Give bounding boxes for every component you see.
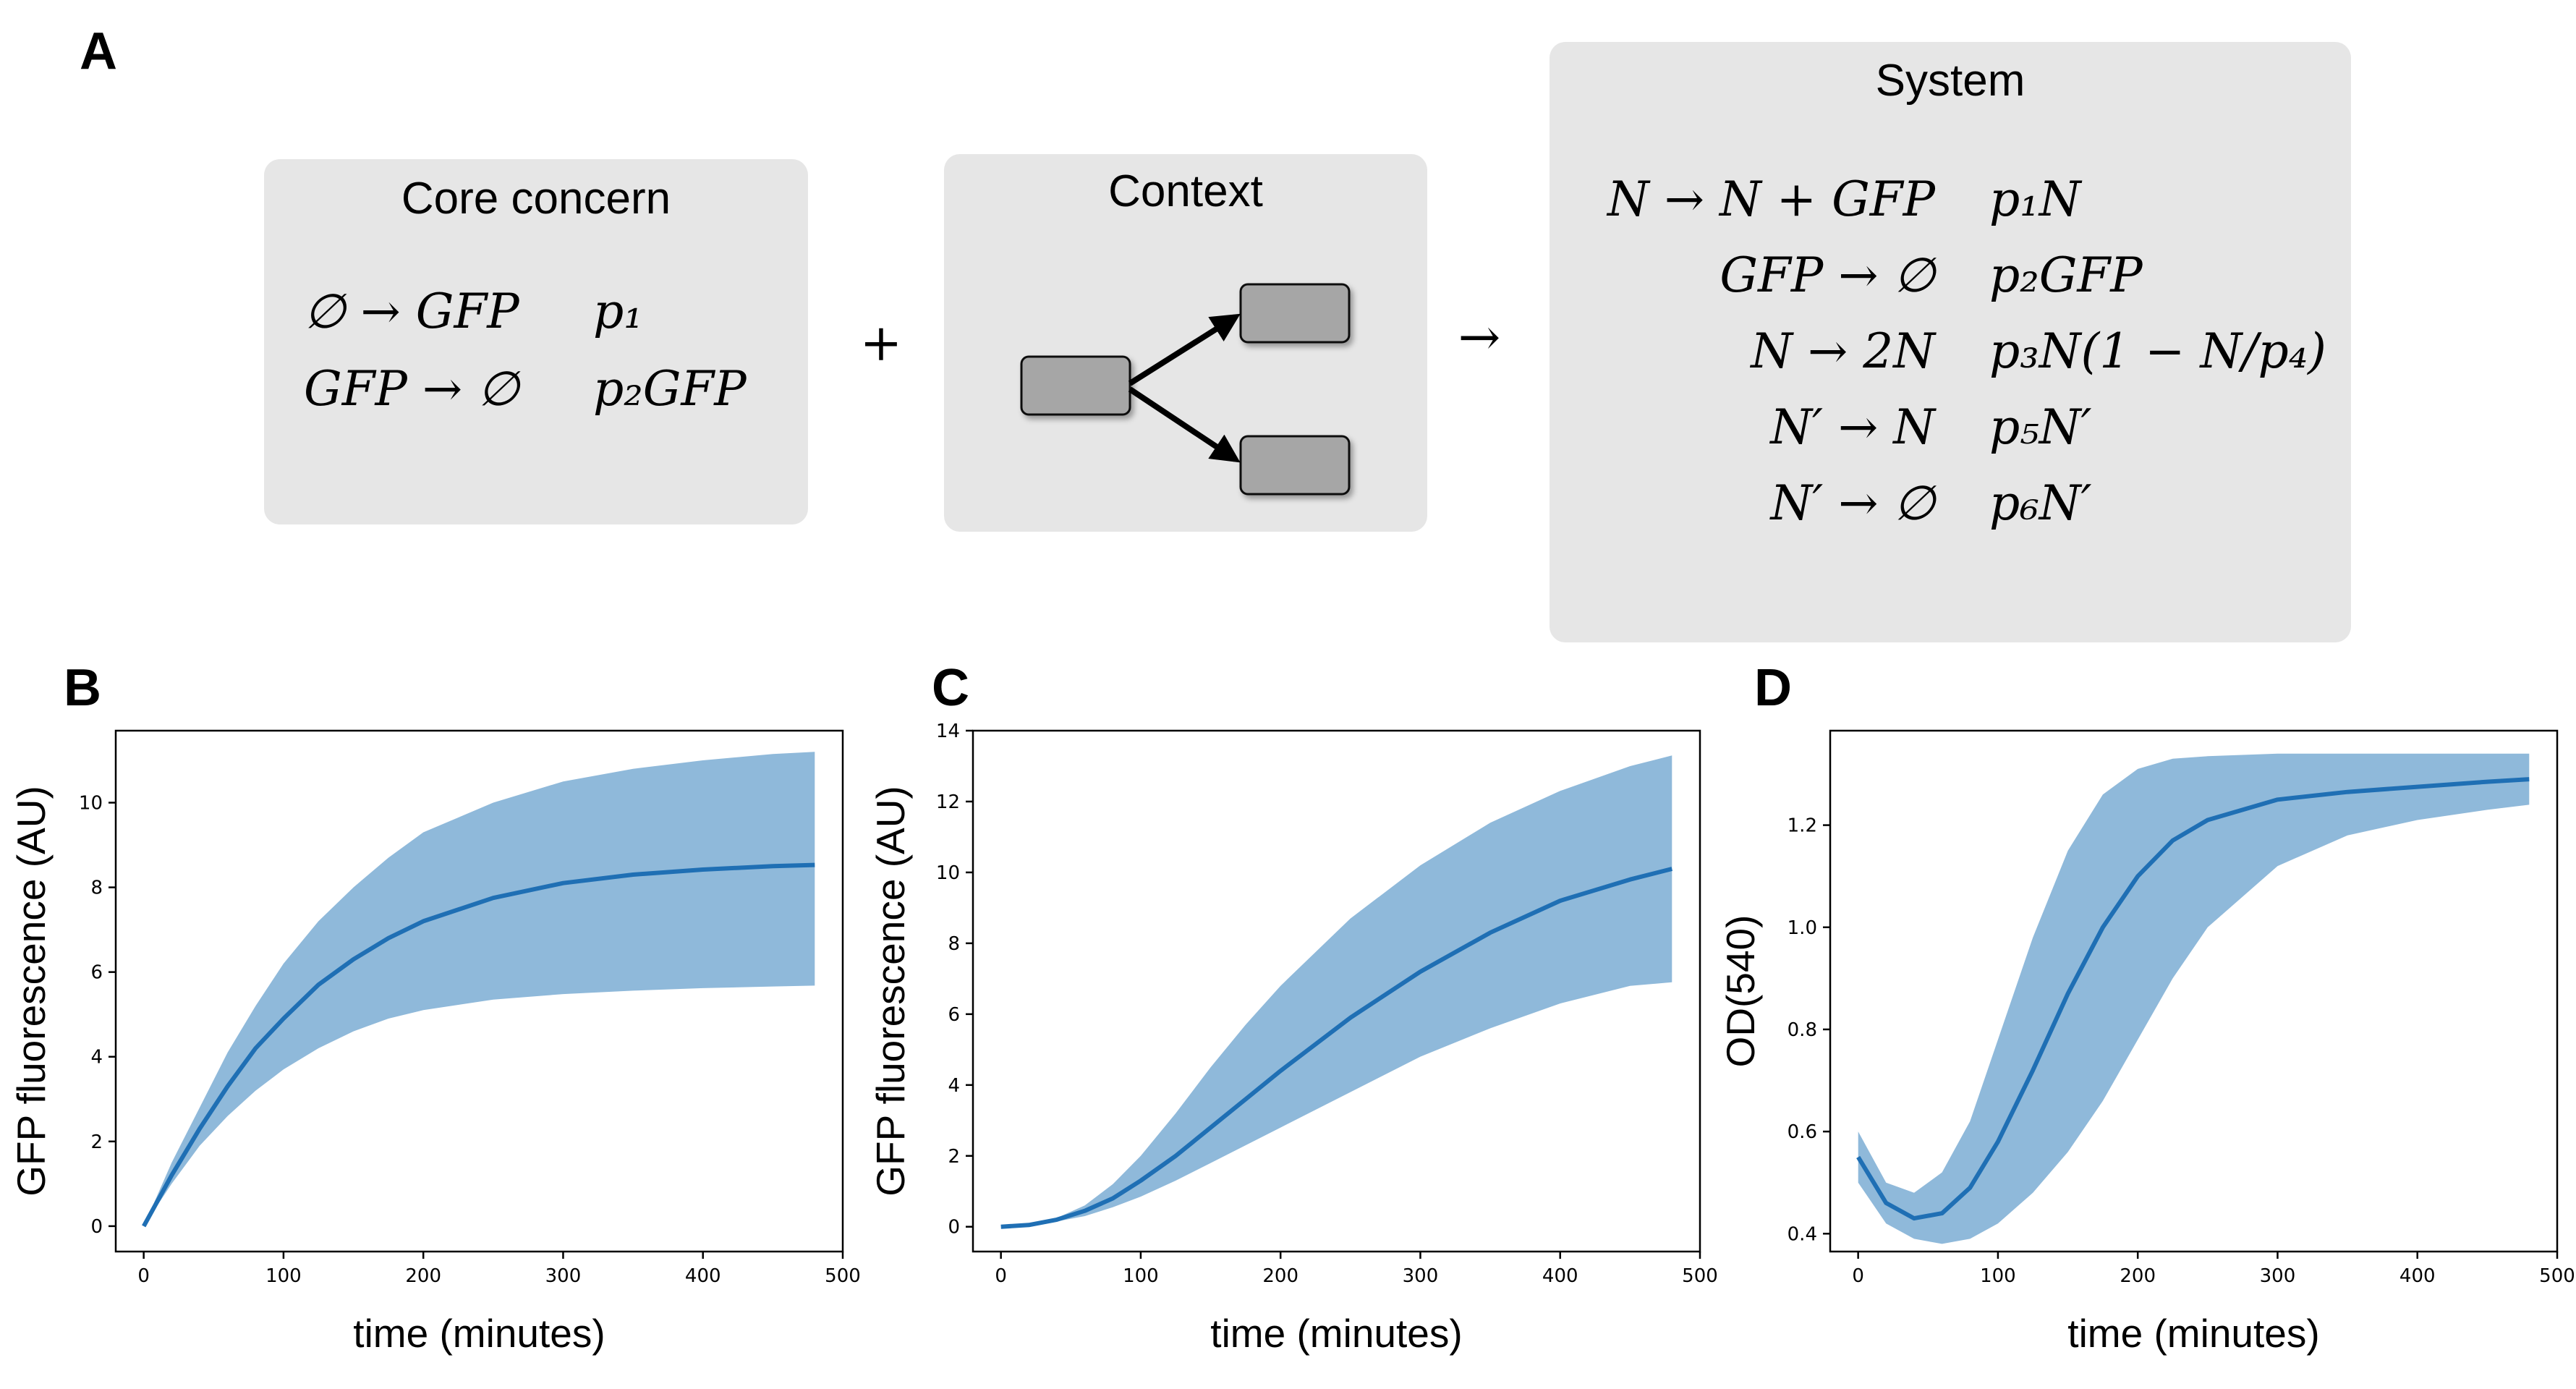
core-rate-2: p₂GFP — [593, 361, 747, 417]
context-arrow-up — [1128, 313, 1241, 386]
y-tick-label-c: 6 — [948, 1004, 960, 1026]
y-tick-label-c: 4 — [948, 1075, 960, 1097]
x-axis-label-c: time (minutes) — [1210, 1311, 1462, 1356]
x-tick-label-c: 300 — [1403, 1265, 1439, 1287]
band-b — [143, 752, 815, 1226]
plot-frame-d — [1829, 729, 2559, 1253]
panel-letter-a: A — [80, 22, 117, 80]
y-tick-label-b: 0 — [90, 1216, 103, 1238]
x-tick-label-b: 400 — [685, 1265, 721, 1287]
system-box: System N → N + GFP p₁N GFP → ∅ p₂GFP N →… — [1550, 42, 2351, 642]
context-arrow-down — [1128, 386, 1241, 463]
system-rate-1: p₁N — [1989, 171, 2083, 227]
core-reaction-2: GFP → ∅ — [304, 361, 521, 417]
y-tick-label-d: 0.6 — [1788, 1121, 1817, 1143]
y-axis-label-c: GFP fluorescence (AU) — [868, 786, 913, 1197]
x-tick-label-d: 0 — [1852, 1265, 1864, 1287]
core-concern-box: Core concern ∅ → GFP p₁ GFP → ∅ p₂GFP — [264, 159, 808, 524]
y-tick-label-c: 2 — [948, 1146, 960, 1168]
system-rate-4: p₅N′ — [1989, 399, 2091, 455]
panel-letter-b: B — [64, 659, 101, 717]
mean-line-d — [1856, 777, 2530, 1221]
y-tick-label-b: 6 — [90, 962, 103, 984]
x-tick-label-c: 0 — [995, 1265, 1007, 1287]
x-tick-label-d: 500 — [2539, 1265, 2575, 1287]
system-reaction-1: N → N + GFP — [1606, 171, 1937, 227]
y-tick-label-b: 2 — [90, 1131, 103, 1153]
panel-letter-c: C — [932, 659, 969, 717]
x-tick-label-b: 200 — [405, 1265, 441, 1287]
system-title: System — [1876, 56, 2025, 106]
y-tick-label-b: 10 — [79, 793, 103, 815]
context-target-node-bottom — [1239, 435, 1351, 496]
x-tick-label-d: 300 — [2260, 1265, 2296, 1287]
x-tick-label-b: 100 — [265, 1265, 302, 1287]
mean-line-b — [142, 862, 815, 1228]
system-reaction-3: N → 2N — [1749, 323, 1937, 379]
y-tick-label-c: 8 — [948, 933, 960, 955]
core-reaction-1: ∅ → GFP — [304, 284, 520, 339]
system-rate-3: p₃N(1 − N/p₄) — [1989, 323, 2326, 379]
x-tick-label-d: 400 — [2399, 1265, 2436, 1287]
x-tick-label-c: 500 — [1682, 1265, 1718, 1287]
panel-letter-d: D — [1754, 659, 1792, 717]
arrow-operator: → — [1458, 307, 1501, 367]
band-d — [1858, 753, 2530, 1244]
y-tick-label-d: 0.4 — [1788, 1223, 1817, 1245]
y-tick-label-c: 10 — [936, 862, 960, 884]
context-target-node-top — [1239, 283, 1351, 344]
y-tick-label-c: 14 — [936, 721, 960, 742]
system-rate-5: p₆N′ — [1989, 475, 2091, 531]
context-source-node — [1020, 355, 1131, 416]
y-tick-label-d: 1.2 — [1788, 815, 1817, 837]
y-axis-label-d: OD(540) — [1718, 915, 1763, 1068]
system-reaction-4: N′ → N — [1769, 399, 1937, 455]
x-tick-label-c: 200 — [1262, 1265, 1298, 1287]
x-tick-label-c: 100 — [1123, 1265, 1159, 1287]
x-tick-label-d: 200 — [2120, 1265, 2156, 1287]
y-tick-label-d: 0.8 — [1788, 1019, 1817, 1041]
plus-operator: + — [860, 313, 903, 373]
chart-d: 0 100 200 300 400 500 0.4 0.6 0.8 1.0 1.2 time (min… — [1718, 729, 2575, 1356]
x-tick-label-b: 0 — [137, 1265, 150, 1287]
y-tick-label-c: 12 — [936, 791, 960, 813]
context-box: Context — [944, 154, 1427, 532]
chart-c: 0 100 200 300 400 500 0 2 4 6 8 10 12 14 time (minutes… — [868, 721, 1718, 1356]
band-c — [1000, 755, 1672, 1227]
x-axis-label-d: time (minutes) — [2067, 1311, 2319, 1356]
system-reaction-2: GFP → ∅ — [1720, 247, 1937, 303]
y-tick-label-b: 4 — [90, 1047, 103, 1069]
plot-frame-c — [972, 729, 1701, 1253]
core-concern-title: Core concern — [401, 174, 671, 224]
x-axis-label-b: time (minutes) — [353, 1311, 605, 1356]
core-rate-1: p₁ — [593, 284, 643, 339]
y-tick-label-c: 0 — [948, 1217, 960, 1239]
x-tick-label-b: 500 — [825, 1265, 861, 1287]
x-tick-label-b: 300 — [545, 1265, 582, 1287]
system-reaction-5: N′ → ∅ — [1769, 475, 1937, 531]
system-rate-2: p₂GFP — [1989, 247, 2143, 303]
y-axis-label-b: GFP fluorescence (AU) — [9, 786, 54, 1197]
y-tick-label-b: 8 — [90, 878, 103, 899]
plot-frame-b — [114, 729, 844, 1253]
context-title: Context — [1108, 166, 1263, 216]
chart-b: 0 100 200 300 400 500 0 2 4 6 8 10 time (minutes) GFP… — [9, 729, 861, 1356]
x-tick-label-c: 400 — [1542, 1265, 1578, 1287]
x-tick-label-d: 100 — [1980, 1265, 2016, 1287]
mean-line-c — [1000, 867, 1673, 1229]
y-tick-label-d: 1.0 — [1788, 917, 1817, 939]
